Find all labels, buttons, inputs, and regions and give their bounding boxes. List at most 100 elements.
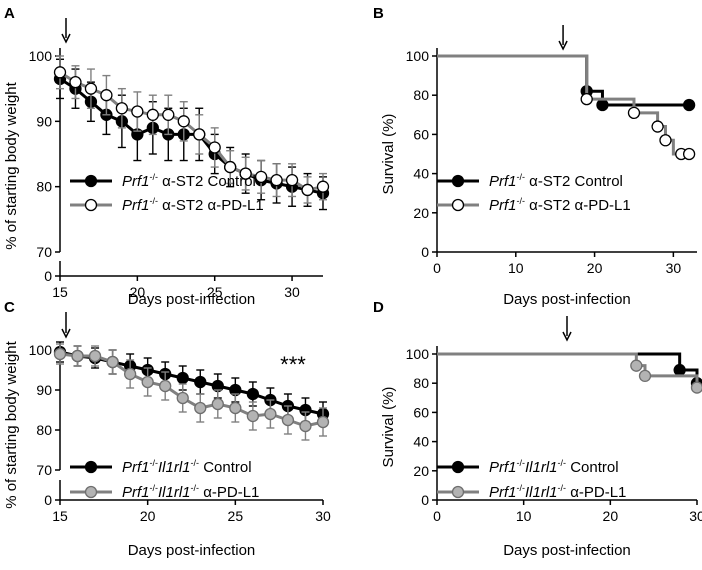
legend-gene: Prf1 [122,173,150,190]
data-point [146,108,159,121]
y-tick-label: 100 [29,342,53,358]
data-point [193,128,206,141]
legend-treatment: α-PD-L1 [199,484,259,501]
data-point [69,75,82,89]
legend-gene-2: Il1rl1 [525,484,558,501]
data-point [316,180,330,193]
x-tick-label: 10 [508,260,524,276]
legend-superscript-2: -/- [191,458,200,468]
y-tick-label: 20 [413,463,429,479]
legend-marker [451,485,465,499]
data-point [682,147,696,161]
data-point [630,359,643,372]
panel-letter: A [4,5,15,22]
x-tick-label: 25 [228,508,244,524]
data-point [580,92,593,106]
data-point [285,173,299,187]
data-point [176,391,189,405]
legend-gene: Prf1 [489,459,517,476]
legend-superscript: -/- [517,196,526,206]
y-tick-label: 70 [36,244,52,260]
y-axis-label: % of starting body weight [3,340,20,508]
survival-step-line [437,352,699,388]
y-tick-label: 40 [413,434,429,450]
series-0 [437,352,702,390]
panel-D: D 0 20 40 60 80 100 0 10 20 30 Days post-infection S… [373,299,702,559]
legend-label: Prf1-/-Il1rl1-/- α-PD-L1 [122,483,259,501]
legend-label: Prf1-/- α-ST2 α-PD-L1 [122,196,264,214]
legend-gene-2: Il1rl1 [525,459,558,476]
y-tick-label: 80 [413,87,429,103]
data-point [131,105,144,118]
y-tick-label: 40 [413,166,429,182]
panel-letter: D [373,299,384,316]
data-point [264,407,277,421]
x-tick-label: 30 [666,260,682,276]
legend-treatment: α-ST2 α-PD-L1 [525,197,631,214]
series-1 [53,343,330,441]
significance-annotation: *** [280,352,306,377]
legend-treatment: α-ST2 Control [158,173,256,190]
data-point [177,115,190,128]
x-tick-label: 20 [130,284,146,300]
legend-marker [451,174,465,188]
legend-marker [451,460,465,474]
legend-treatment: α-ST2 Control [525,173,623,190]
data-point [673,363,686,377]
y-tick-label: 100 [29,48,53,64]
legend-marker [84,485,98,499]
data-point [53,347,67,361]
data-point [299,419,312,433]
y-tick-label: 0 [421,244,429,260]
data-point [651,120,664,133]
panel-A: A 70 80 90 100 015 20 25 30 Days post-infection % … [3,5,330,308]
legend-superscript: -/- [150,196,159,206]
data-point [123,367,137,381]
y-tick-label: 100 [406,346,430,362]
data-point [229,401,242,415]
data-point [208,141,221,154]
panel-C: C 70 80 90 100 015 20 25 30 Days post-infection % … [3,299,331,559]
legend-marker [451,198,465,212]
data-point [211,397,224,411]
panel-letter: B [373,5,384,22]
data-point [281,413,295,427]
y-tick-label: 80 [413,375,429,391]
data-point [246,409,260,423]
legend-label: Prf1-/-Il1rl1-/- α-PD-L1 [489,483,626,501]
y-tick-label: 0 [421,492,429,508]
survival-step-line [437,54,690,156]
y-tick-label: 70 [36,462,52,478]
x-axis-label: Days post-infection [503,291,631,308]
y-tick-label: 100 [406,48,430,64]
data-point [106,355,119,369]
legend-label: Prf1-/- α-ST2 Control [122,172,256,190]
legend-label: Prf1-/-Il1rl1-/- Control [489,458,619,476]
y-tick-label: 0 [44,492,52,508]
x-tick-label: 20 [140,508,156,524]
data-point [239,167,252,180]
y-tick-label: 20 [413,205,429,221]
x-tick-label: 10 [516,508,532,524]
y-axis-label: % of starting body weight [3,81,20,249]
x-tick-label: 15 [52,508,68,524]
series-1 [53,55,330,204]
data-point [162,108,175,121]
legend-superscript-2: -/- [191,483,200,493]
legend-superscript: -/- [150,483,159,493]
y-tick-label: 80 [36,422,52,438]
legend-gene: Prf1 [489,173,517,190]
x-tick-label: 25 [207,284,223,300]
legend-gene: Prf1 [122,484,150,501]
legend-gene-2: Il1rl1 [158,484,191,501]
y-axis-label: Survival (%) [380,114,397,195]
data-point [638,369,652,383]
legend-marker [84,174,98,188]
legend-superscript: -/- [517,172,526,182]
legend-gene-2: Il1rl1 [158,459,191,476]
legend-treatment: Control [199,459,252,476]
data-point [316,415,330,429]
y-tick-label: 90 [36,382,52,398]
data-point [596,98,609,112]
